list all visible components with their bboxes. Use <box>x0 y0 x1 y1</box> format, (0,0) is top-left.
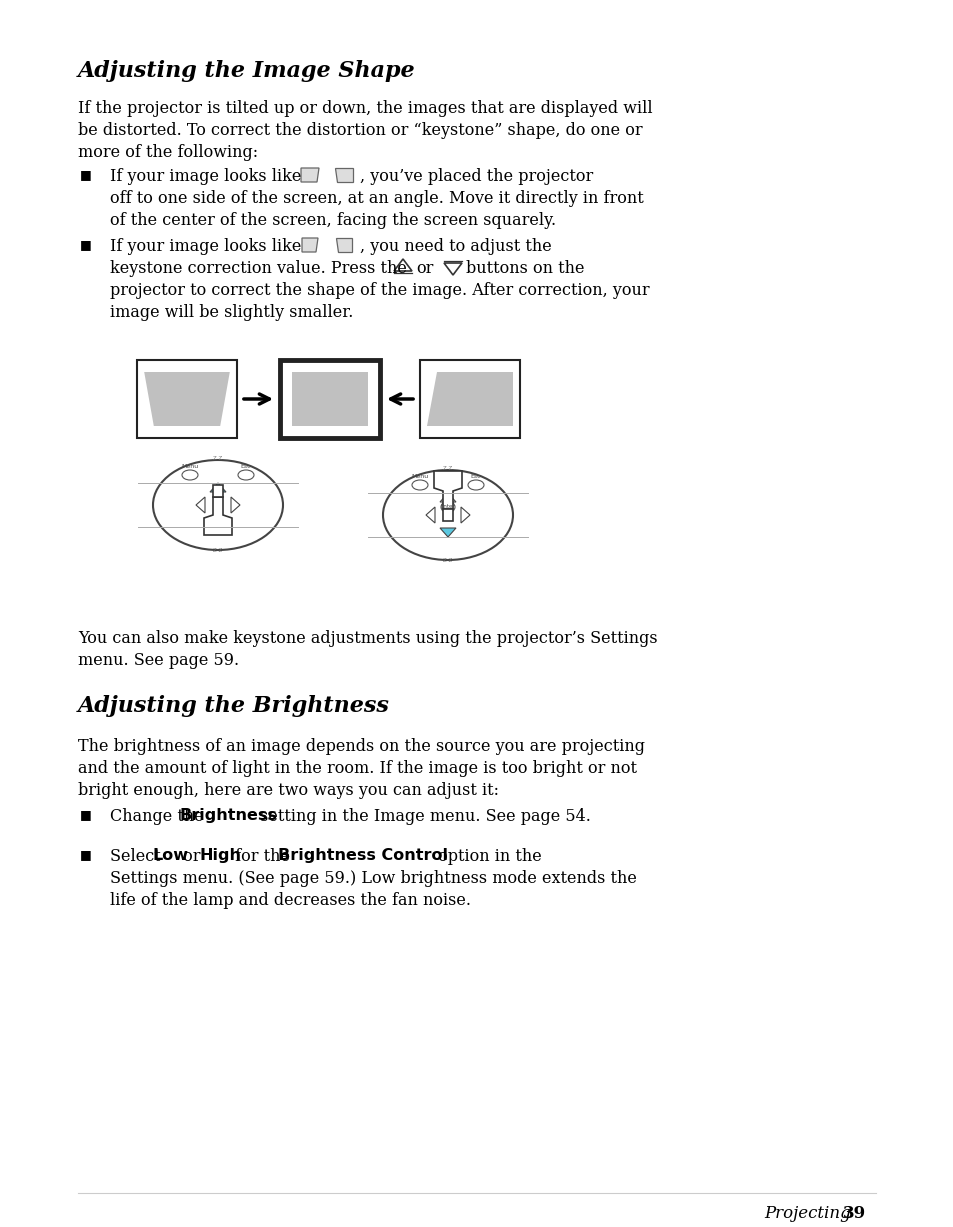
Polygon shape <box>210 518 226 528</box>
Text: be distorted. To correct the distortion or “keystone” shape, do one or: be distorted. To correct the distortion … <box>78 121 642 139</box>
Text: Brightness: Brightness <box>180 809 277 823</box>
Text: Enter: Enter <box>440 504 455 509</box>
Text: Esc: Esc <box>470 475 481 480</box>
Ellipse shape <box>468 480 483 490</box>
Text: Menu: Menu <box>411 475 428 480</box>
Text: setting in the Image menu. See page 54.: setting in the Image menu. See page 54. <box>254 809 590 825</box>
Ellipse shape <box>412 480 428 490</box>
Polygon shape <box>439 493 456 502</box>
Text: ■: ■ <box>80 238 91 252</box>
Polygon shape <box>426 507 435 523</box>
Text: or: or <box>178 848 206 865</box>
Text: Low: Low <box>152 848 189 863</box>
Text: off to one side of the screen, at an angle. Move it directly in front: off to one side of the screen, at an ang… <box>110 190 643 207</box>
Polygon shape <box>210 483 226 492</box>
Text: more of the following:: more of the following: <box>78 144 258 161</box>
Text: , you’ve placed the projector: , you’ve placed the projector <box>359 168 593 185</box>
Text: ■: ■ <box>80 809 91 821</box>
Polygon shape <box>213 485 223 497</box>
Text: projector to correct the shape of the image. After correction, your: projector to correct the shape of the im… <box>110 282 649 299</box>
Text: If your image looks like: If your image looks like <box>110 238 301 255</box>
Text: Adjusting the Image Shape: Adjusting the Image Shape <box>78 60 416 82</box>
Text: Menu: Menu <box>181 465 198 470</box>
Text: menu. See page 59.: menu. See page 59. <box>78 652 239 669</box>
Text: for the: for the <box>230 848 294 865</box>
Polygon shape <box>144 372 230 426</box>
Text: Settings menu. (See page 59.) Low brightness mode extends the: Settings menu. (See page 59.) Low bright… <box>110 870 637 887</box>
Polygon shape <box>439 528 456 537</box>
Text: Z Z: Z Z <box>213 456 222 461</box>
Text: 39: 39 <box>842 1205 865 1222</box>
Text: Z Z: Z Z <box>213 548 222 553</box>
Polygon shape <box>427 372 513 426</box>
Ellipse shape <box>152 460 283 550</box>
Text: option in the: option in the <box>433 848 541 865</box>
Text: Z Z: Z Z <box>443 466 452 471</box>
Text: , you need to adjust the: , you need to adjust the <box>359 238 551 255</box>
Polygon shape <box>302 238 317 252</box>
Text: You can also make keystone adjustments using the projector’s Settings: You can also make keystone adjustments u… <box>78 629 657 647</box>
Text: keystone correction value. Press the: keystone correction value. Press the <box>110 260 406 277</box>
Bar <box>280 360 379 438</box>
Text: life of the lamp and decreases the fan noise.: life of the lamp and decreases the fan n… <box>110 892 471 909</box>
Polygon shape <box>460 507 470 523</box>
Text: High: High <box>200 848 242 863</box>
Polygon shape <box>231 497 240 513</box>
Polygon shape <box>434 471 461 509</box>
Text: Esc: Esc <box>240 465 251 470</box>
Text: If the projector is tilted up or down, the images that are displayed will: If the projector is tilted up or down, t… <box>78 99 652 117</box>
Text: Change the: Change the <box>110 809 209 825</box>
Ellipse shape <box>237 470 253 480</box>
Bar <box>419 360 519 438</box>
Polygon shape <box>292 372 368 426</box>
Text: Select: Select <box>110 848 166 865</box>
Text: bright enough, here are two ways you can adjust it:: bright enough, here are two ways you can… <box>78 782 498 799</box>
Polygon shape <box>335 168 353 182</box>
Bar <box>137 360 236 438</box>
Text: If your image looks like: If your image looks like <box>110 168 301 185</box>
Text: of the center of the screen, facing the screen squarely.: of the center of the screen, facing the … <box>110 212 556 229</box>
Ellipse shape <box>440 502 455 513</box>
Polygon shape <box>442 509 453 521</box>
Text: image will be slightly smaller.: image will be slightly smaller. <box>110 304 353 321</box>
Polygon shape <box>301 168 318 182</box>
Text: Brightness Control: Brightness Control <box>277 848 448 863</box>
Ellipse shape <box>182 470 198 480</box>
Text: The brightness of an image depends on the source you are projecting: The brightness of an image depends on th… <box>78 737 644 755</box>
Text: buttons on the: buttons on the <box>465 260 584 277</box>
Text: ■: ■ <box>80 848 91 861</box>
Text: Adjusting the Brightness: Adjusting the Brightness <box>78 694 390 717</box>
Text: Projecting: Projecting <box>763 1205 850 1222</box>
Ellipse shape <box>382 470 513 560</box>
Text: ■: ■ <box>80 168 91 182</box>
Text: or: or <box>416 260 433 277</box>
Text: and the amount of light in the room. If the image is too bright or not: and the amount of light in the room. If … <box>78 760 637 777</box>
Polygon shape <box>195 497 205 513</box>
Polygon shape <box>204 497 232 535</box>
Text: Z Z: Z Z <box>443 558 452 563</box>
Polygon shape <box>335 238 352 252</box>
